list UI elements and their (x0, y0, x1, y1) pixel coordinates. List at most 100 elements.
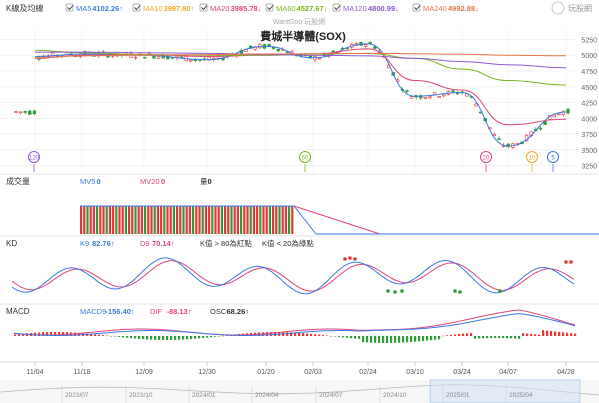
macd-legend-value: -156.40↑ (106, 307, 135, 316)
timeline-range-selector[interactable] (429, 379, 581, 403)
kd-signal-dot (393, 290, 397, 294)
osc-bar (314, 334, 317, 336)
legend-checkbox (412, 3, 421, 12)
osc-bar (402, 336, 405, 343)
volume-bar (124, 206, 127, 234)
kd-signal-dot (400, 289, 404, 293)
kd-signal-dot (453, 289, 457, 293)
osc-bar (542, 330, 545, 336)
volume-bar (281, 206, 284, 234)
date-tick-label: 12/30 (198, 369, 216, 376)
osc-bar (94, 334, 97, 336)
kd-legend-label: K值 < 20為綠點 (262, 238, 314, 248)
kd-legend-value: 70.14↑ (152, 239, 175, 248)
osc-bar (58, 332, 61, 336)
volume-bar (220, 206, 223, 234)
osc-bar (158, 336, 161, 340)
timeline-tick-label: 2023/10 (129, 392, 153, 399)
osc-bar (414, 336, 417, 342)
osc-bar (390, 336, 393, 343)
legend-item-ma120: MA120 4800.99↓ (332, 3, 399, 13)
osc-bar (574, 333, 577, 336)
legend-label: MA20 (210, 4, 230, 13)
osc-bar (214, 336, 217, 337)
osc-bar (358, 336, 361, 339)
osc-bar (330, 336, 333, 337)
osc-bar (482, 336, 485, 339)
volume-legend-label: MV20 (140, 177, 160, 186)
osc-bar (570, 333, 573, 336)
volume-bar (112, 206, 115, 234)
osc-bar (458, 334, 461, 336)
macd-legend-label: MACD9 (80, 307, 106, 316)
osc-bar (210, 336, 213, 338)
osc-bar (206, 336, 209, 338)
osc-bar (374, 336, 377, 343)
top-legend: K線及均線 MA5 4102.26↑ MA10 3997.80↑ MA20 3985.78… (6, 1, 592, 26)
osc-bar (490, 336, 493, 339)
macd-legend-value: -88.13↑ (167, 307, 192, 316)
osc-bar (510, 336, 513, 339)
macd-legend-value: 68.26↑ (227, 307, 250, 316)
osc-bar (506, 336, 509, 339)
osc-bar (342, 336, 345, 338)
osc-bar (114, 336, 117, 337)
osc-bar (502, 336, 505, 339)
volume-bar (140, 206, 143, 234)
candle-body (465, 93, 469, 97)
osc-bar (110, 336, 113, 337)
legend-item-ma60: MA60 4527.67↓ (265, 3, 327, 13)
volume-bar (233, 206, 236, 234)
timeline-tick-label: 2024/04 (255, 392, 279, 399)
volume-bar (240, 206, 243, 234)
price-tick-label: 4500 (581, 85, 597, 92)
volume-bar (256, 206, 259, 234)
kd-legend-value: 82.76↑ (92, 239, 115, 248)
osc-bar (142, 336, 145, 340)
osc-bar (398, 336, 401, 343)
candle-body (166, 55, 170, 60)
date-tick-label: 11/04 (27, 369, 44, 376)
volume-bar (204, 206, 207, 234)
osc-bar (18, 334, 21, 336)
marker-5: 5 (547, 151, 559, 172)
volume-bar (176, 206, 179, 234)
volume-bar (118, 206, 121, 234)
kd-legend: K9 82.76↑ D9 70.14↑ K值 > 80為紅點 K值 < 20為綠點 (80, 238, 314, 248)
date-axis: 11/04 11/18 12/09 12/30 01/20 02/03 02/24 03/10… (0, 361, 599, 376)
osc-bar (370, 336, 373, 343)
volume-bar (169, 206, 172, 234)
volume-bar (201, 206, 204, 234)
kd-signal-dot (498, 289, 502, 293)
legend-value: 4800.99↓ (368, 4, 399, 13)
legend-item-ma5: MA5 4102.26↑ (65, 3, 123, 13)
osc-bar (498, 336, 501, 339)
price-panel: 5250 5000 4750 4500 4250 4000 3750 3500 3250 費城半… (0, 29, 597, 172)
osc-bar (382, 336, 385, 343)
legend-label: MA5 (76, 4, 91, 13)
osc-bar (386, 336, 389, 343)
timeline-tick-label: 2025/04 (509, 392, 533, 399)
kd-signal-dot (348, 256, 352, 260)
osc-bar (202, 336, 205, 338)
candle-body (474, 103, 478, 107)
volume-bars (80, 206, 294, 234)
volume-bar (137, 206, 140, 234)
osc-bar (138, 336, 141, 339)
volume-legend-label: MV5 (80, 177, 95, 186)
date-tick-label: 03/24 (453, 369, 471, 376)
osc-bar (454, 334, 457, 336)
volume-legend-value: 0 (161, 177, 165, 186)
candle-body (253, 46, 257, 50)
timeline-navigator[interactable]: 2023/07 2023/10 2024/01 2024/04 2024/07 2024/… (0, 379, 599, 403)
candle-body (506, 143, 510, 147)
candle-body (189, 59, 193, 62)
legend-label: MA240 (423, 4, 447, 13)
volume-bar (227, 206, 230, 234)
volume-bar (150, 206, 153, 234)
volume-bar (92, 206, 95, 234)
logo-icon (551, 1, 565, 15)
osc-bar (338, 336, 341, 337)
watermark: WantGoo 玩股網 (273, 17, 325, 26)
